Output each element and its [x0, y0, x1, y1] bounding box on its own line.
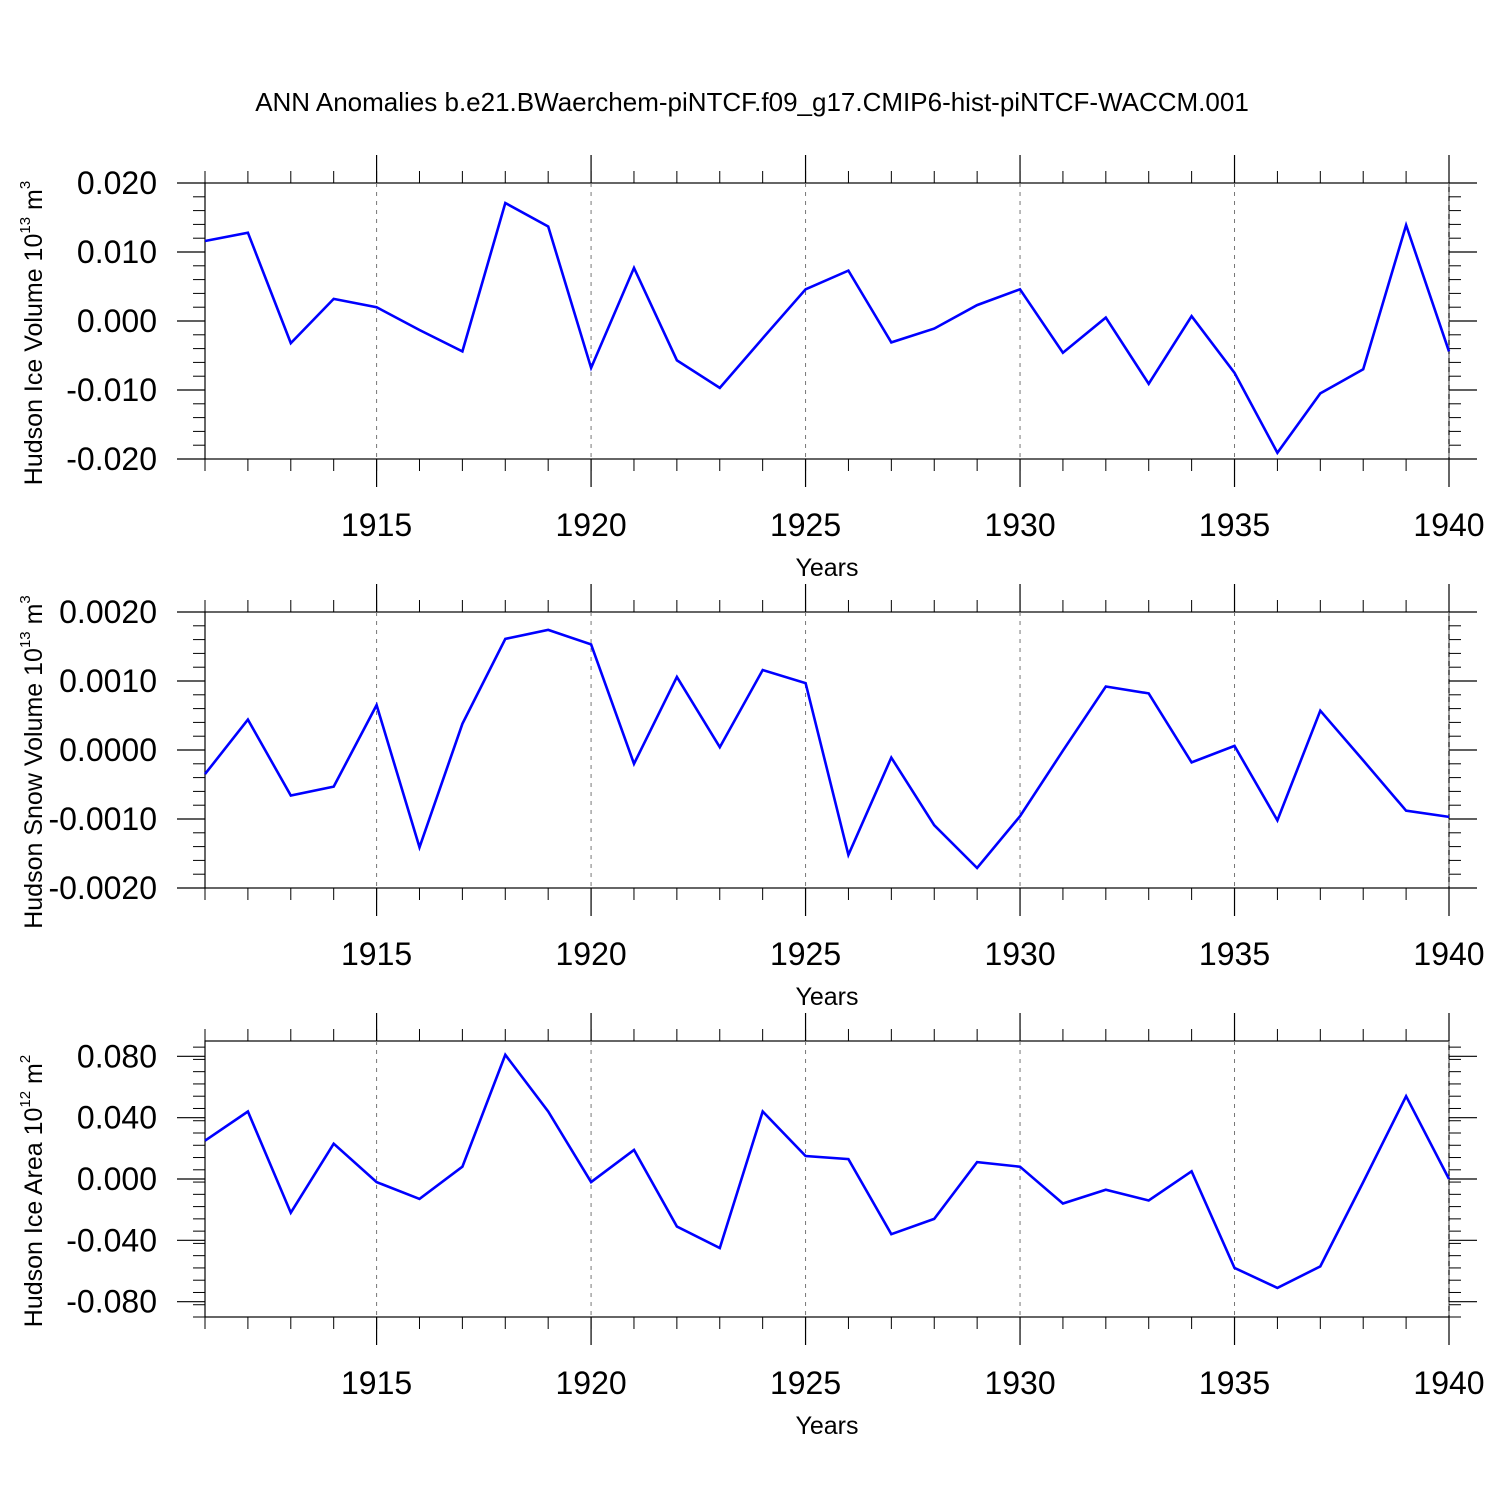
ice-volume-y-tick-label: 0.000 — [77, 303, 157, 339]
snow-volume-y-tick-label: 0.0020 — [59, 594, 157, 630]
panel-snow-volume: 1915 1920 1925 1930 1935 1940 -0.0020 -0.0010 0.… — [17, 584, 1485, 1011]
snow-volume-x-tick-label: 1920 — [555, 936, 626, 972]
ice-volume-y-axis-title-unit-exponent: 3 — [17, 181, 34, 189]
ice-volume-x-tick-label: 1930 — [984, 507, 1055, 543]
snow-volume-x-tick-label: 1915 — [341, 936, 412, 972]
snow-volume-y-tick-label: 0.0000 — [59, 732, 157, 768]
snow-volume-x-tick-label: 1930 — [984, 936, 1055, 972]
ice-area-y-tick-label: -0.080 — [66, 1284, 157, 1320]
ice-volume-x-tick-label: 1925 — [770, 507, 841, 543]
ice-area-series-line — [204, 1052, 1451, 1290]
snow-volume-x-tick-label: 1925 — [770, 936, 841, 972]
ice-volume-y-tick-label: -0.020 — [66, 441, 157, 477]
ice-volume-x-tick-label: 1915 — [341, 507, 412, 543]
snow-volume-y-tick-label: -0.0010 — [48, 801, 157, 837]
ice-area-y-axis-title-exponent: 12 — [17, 1091, 34, 1108]
ice-volume-plot-frame — [204, 182, 1450, 460]
ice-volume-x-axis-title: Years — [795, 554, 858, 582]
snow-volume-y-axis-title: Hudson Snow Volume 1013 m3 — [17, 595, 48, 929]
ice-area-y-axis-title-unit-exponent: 2 — [17, 1055, 34, 1063]
ice-volume-x-tick-label: 1920 — [555, 507, 626, 543]
ice-volume-y-tick-label: -0.010 — [66, 372, 157, 408]
ice-area-y-axis-title: Hudson Ice Area 1012 m2 — [17, 1055, 48, 1327]
ice-area-y-axis-title-unit: m — [20, 1063, 48, 1091]
snow-volume-y-axis-title-unit: m — [20, 604, 48, 632]
figure-title: ANN Anomalies b.e21.BWaerchem-piNTCF.f09… — [255, 87, 1249, 117]
ice-area-x-axis-title: Years — [795, 1412, 858, 1440]
snow-volume-x-tick-label: 1940 — [1413, 936, 1484, 972]
ice-volume-x-tick-label: 1940 — [1413, 507, 1484, 543]
ice-area-x-tick-label: 1940 — [1413, 1365, 1484, 1401]
ice-area-x-tick-label: 1925 — [770, 1365, 841, 1401]
ice-volume-y-tick-label: 0.010 — [77, 234, 157, 270]
ice-area-x-tick-label: 1920 — [555, 1365, 626, 1401]
ice-area-plot-frame — [204, 1040, 1450, 1318]
ice-volume-y-axis-title-text: Hudson Ice Volume 10 — [20, 234, 48, 486]
ice-area-x-tick-label: 1930 — [984, 1365, 1055, 1401]
ice-volume-series-line — [204, 201, 1451, 456]
ice-volume-y-axis-title-exponent: 13 — [17, 217, 34, 234]
snow-volume-y-axis-title-text: Hudson Snow Volume 10 — [20, 648, 48, 929]
ice-volume-y-tick-label: 0.020 — [77, 165, 157, 201]
ice-volume-y-axis-title-unit: m — [20, 189, 48, 217]
snow-volume-x-tick-label: 1935 — [1199, 936, 1270, 972]
snow-volume-series-line — [203, 628, 1450, 870]
snow-volume-y-tick-label: 0.0010 — [59, 663, 157, 699]
snow-volume-plot-frame — [204, 611, 1450, 889]
ice-area-y-axis-title-text: Hudson Ice Area 10 — [20, 1108, 48, 1328]
ice-area-y-tick-label: 0.080 — [77, 1038, 157, 1074]
ice-area-y-tick-label: 0.000 — [77, 1161, 157, 1197]
ice-area-y-tick-label: -0.040 — [66, 1222, 157, 1258]
ice-area-x-tick-label: 1915 — [341, 1365, 412, 1401]
snow-volume-y-tick-label: -0.0020 — [48, 870, 157, 906]
ice-area-y-tick-label: 0.040 — [77, 1100, 157, 1136]
ice-volume-x-tick-label: 1935 — [1199, 507, 1270, 543]
panel-ice-area: 1915 1920 1925 1930 1935 1940 -0.080 -0.040 0.00… — [17, 1013, 1485, 1440]
ice-volume-y-axis-title: Hudson Ice Volume 1013 m3 — [17, 181, 48, 485]
ice-area-x-tick-label: 1935 — [1199, 1365, 1270, 1401]
panels: 1915 1920 1925 1930 1935 1940 -0.020 -0.010 0.00… — [17, 155, 1485, 1440]
snow-volume-y-axis-title-unit-exponent: 3 — [17, 595, 34, 603]
snow-volume-y-axis-title-exponent: 13 — [17, 631, 34, 648]
panel-ice-volume: 1915 1920 1925 1930 1935 1940 -0.020 -0.010 0.00… — [17, 155, 1485, 582]
snow-volume-x-axis-title: Years — [795, 983, 858, 1011]
